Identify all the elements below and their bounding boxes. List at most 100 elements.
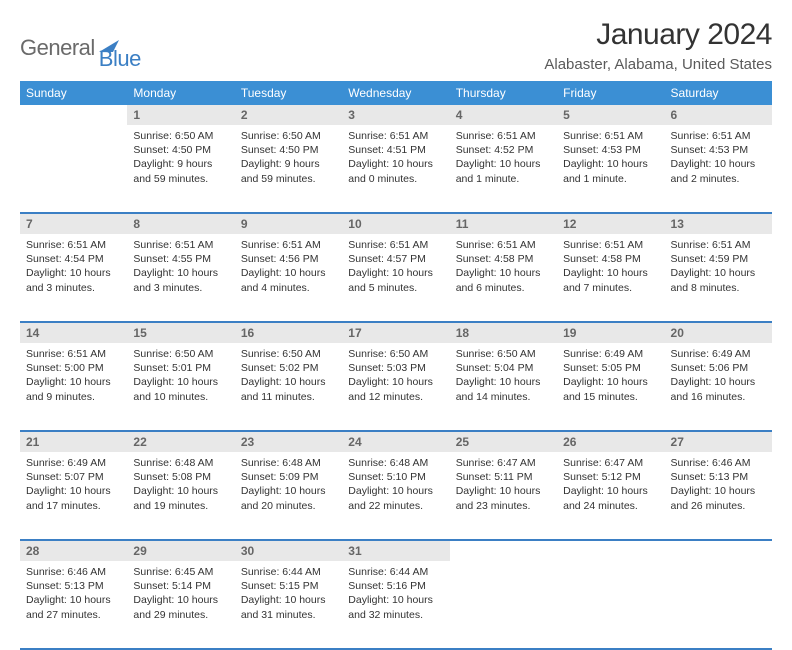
day-content-cell: Sunrise: 6:51 AMSunset: 4:53 PMDaylight:… xyxy=(557,125,664,213)
sunrise-line: Sunrise: 6:49 AM xyxy=(563,347,658,361)
sunrise-line: Sunrise: 6:45 AM xyxy=(133,565,228,579)
daylight-line: Daylight: 10 hours and 22 minutes. xyxy=(348,484,443,512)
day-details: Sunrise: 6:50 AMSunset: 5:04 PMDaylight:… xyxy=(450,343,557,410)
weekday-header: Saturday xyxy=(665,81,772,105)
sunset-line: Sunset: 5:15 PM xyxy=(241,579,336,593)
sunrise-line: Sunrise: 6:51 AM xyxy=(26,238,121,252)
sunset-line: Sunset: 4:58 PM xyxy=(456,252,551,266)
sunrise-line: Sunrise: 6:51 AM xyxy=(456,238,551,252)
daylight-line: Daylight: 10 hours and 29 minutes. xyxy=(133,593,228,621)
daylight-line: Daylight: 10 hours and 1 minute. xyxy=(456,157,551,185)
daylight-line: Daylight: 10 hours and 19 minutes. xyxy=(133,484,228,512)
logo: General Blue xyxy=(20,24,141,72)
sunset-line: Sunset: 4:50 PM xyxy=(241,143,336,157)
sunset-line: Sunset: 5:07 PM xyxy=(26,470,121,484)
sunrise-line: Sunrise: 6:49 AM xyxy=(26,456,121,470)
day-number-cell: 15 xyxy=(127,322,234,343)
sunrise-line: Sunrise: 6:48 AM xyxy=(133,456,228,470)
daylight-line: Daylight: 10 hours and 8 minutes. xyxy=(671,266,766,294)
day-content-cell: Sunrise: 6:46 AMSunset: 5:13 PMDaylight:… xyxy=(20,561,127,649)
daylight-line: Daylight: 10 hours and 14 minutes. xyxy=(456,375,551,403)
sunset-line: Sunset: 5:08 PM xyxy=(133,470,228,484)
sunrise-line: Sunrise: 6:50 AM xyxy=(456,347,551,361)
daynum-row: 78910111213 xyxy=(20,213,772,234)
daynum-row: 14151617181920 xyxy=(20,322,772,343)
content-row: Sunrise: 6:50 AMSunset: 4:50 PMDaylight:… xyxy=(20,125,772,213)
day-content-cell: Sunrise: 6:44 AMSunset: 5:16 PMDaylight:… xyxy=(342,561,449,649)
sunrise-line: Sunrise: 6:46 AM xyxy=(671,456,766,470)
day-details: Sunrise: 6:50 AMSunset: 5:02 PMDaylight:… xyxy=(235,343,342,410)
day-number-cell: 30 xyxy=(235,540,342,561)
day-number-cell: 27 xyxy=(665,431,772,452)
sunrise-line: Sunrise: 6:51 AM xyxy=(671,238,766,252)
day-details: Sunrise: 6:51 AMSunset: 4:55 PMDaylight:… xyxy=(127,234,234,301)
day-details: Sunrise: 6:49 AMSunset: 5:07 PMDaylight:… xyxy=(20,452,127,519)
header: General Blue January 2024 Alabaster, Ala… xyxy=(20,18,772,73)
day-content-cell xyxy=(557,561,664,649)
content-row: Sunrise: 6:51 AMSunset: 4:54 PMDaylight:… xyxy=(20,234,772,322)
day-details: Sunrise: 6:50 AMSunset: 5:03 PMDaylight:… xyxy=(342,343,449,410)
day-number-cell: 26 xyxy=(557,431,664,452)
sunrise-line: Sunrise: 6:47 AM xyxy=(456,456,551,470)
day-details: Sunrise: 6:48 AMSunset: 5:10 PMDaylight:… xyxy=(342,452,449,519)
sunrise-line: Sunrise: 6:47 AM xyxy=(563,456,658,470)
day-details: Sunrise: 6:49 AMSunset: 5:05 PMDaylight:… xyxy=(557,343,664,410)
sunrise-line: Sunrise: 6:49 AM xyxy=(671,347,766,361)
day-content-cell: Sunrise: 6:51 AMSunset: 5:00 PMDaylight:… xyxy=(20,343,127,431)
sunrise-line: Sunrise: 6:51 AM xyxy=(133,238,228,252)
day-content-cell: Sunrise: 6:51 AMSunset: 4:52 PMDaylight:… xyxy=(450,125,557,213)
day-number-cell: 14 xyxy=(20,322,127,343)
day-number-cell: 1 xyxy=(127,105,234,125)
day-details: Sunrise: 6:51 AMSunset: 4:58 PMDaylight:… xyxy=(450,234,557,301)
daylight-line: Daylight: 10 hours and 4 minutes. xyxy=(241,266,336,294)
sunset-line: Sunset: 4:50 PM xyxy=(133,143,228,157)
daylight-line: Daylight: 10 hours and 5 minutes. xyxy=(348,266,443,294)
sunrise-line: Sunrise: 6:44 AM xyxy=(241,565,336,579)
day-content-cell: Sunrise: 6:50 AMSunset: 5:02 PMDaylight:… xyxy=(235,343,342,431)
day-number-cell: 2 xyxy=(235,105,342,125)
day-details: Sunrise: 6:46 AMSunset: 5:13 PMDaylight:… xyxy=(20,561,127,628)
day-number-cell: 3 xyxy=(342,105,449,125)
day-content-cell: Sunrise: 6:51 AMSunset: 4:54 PMDaylight:… xyxy=(20,234,127,322)
day-content-cell: Sunrise: 6:48 AMSunset: 5:08 PMDaylight:… xyxy=(127,452,234,540)
day-number-cell: 8 xyxy=(127,213,234,234)
daylight-line: Daylight: 10 hours and 27 minutes. xyxy=(26,593,121,621)
sunset-line: Sunset: 5:00 PM xyxy=(26,361,121,375)
sunset-line: Sunset: 5:14 PM xyxy=(133,579,228,593)
sunset-line: Sunset: 5:13 PM xyxy=(26,579,121,593)
day-content-cell: Sunrise: 6:50 AMSunset: 5:03 PMDaylight:… xyxy=(342,343,449,431)
day-number-cell: 29 xyxy=(127,540,234,561)
sunrise-line: Sunrise: 6:50 AM xyxy=(133,129,228,143)
day-details: Sunrise: 6:51 AMSunset: 4:58 PMDaylight:… xyxy=(557,234,664,301)
day-content-cell: Sunrise: 6:48 AMSunset: 5:10 PMDaylight:… xyxy=(342,452,449,540)
sunset-line: Sunset: 5:04 PM xyxy=(456,361,551,375)
calendar-table: Sunday Monday Tuesday Wednesday Thursday… xyxy=(20,81,772,650)
day-details: Sunrise: 6:51 AMSunset: 4:53 PMDaylight:… xyxy=(665,125,772,192)
day-details: Sunrise: 6:46 AMSunset: 5:13 PMDaylight:… xyxy=(665,452,772,519)
sunset-line: Sunset: 5:10 PM xyxy=(348,470,443,484)
daylight-line: Daylight: 10 hours and 10 minutes. xyxy=(133,375,228,403)
day-details: Sunrise: 6:50 AMSunset: 5:01 PMDaylight:… xyxy=(127,343,234,410)
day-details: Sunrise: 6:44 AMSunset: 5:16 PMDaylight:… xyxy=(342,561,449,628)
day-content-cell: Sunrise: 6:47 AMSunset: 5:11 PMDaylight:… xyxy=(450,452,557,540)
day-content-cell: Sunrise: 6:51 AMSunset: 4:58 PMDaylight:… xyxy=(450,234,557,322)
sunrise-line: Sunrise: 6:51 AM xyxy=(563,129,658,143)
sunrise-line: Sunrise: 6:51 AM xyxy=(26,347,121,361)
daylight-line: Daylight: 9 hours and 59 minutes. xyxy=(241,157,336,185)
title-block: January 2024 Alabaster, Alabama, United … xyxy=(544,18,772,73)
sunrise-line: Sunrise: 6:50 AM xyxy=(348,347,443,361)
sunset-line: Sunset: 4:53 PM xyxy=(671,143,766,157)
weekday-header: Monday xyxy=(127,81,234,105)
weekday-header: Sunday xyxy=(20,81,127,105)
sunrise-line: Sunrise: 6:46 AM xyxy=(26,565,121,579)
day-number-cell: 4 xyxy=(450,105,557,125)
daylight-line: Daylight: 10 hours and 3 minutes. xyxy=(26,266,121,294)
daylight-line: Daylight: 10 hours and 16 minutes. xyxy=(671,375,766,403)
day-content-cell: Sunrise: 6:51 AMSunset: 4:51 PMDaylight:… xyxy=(342,125,449,213)
day-number-cell: 17 xyxy=(342,322,449,343)
daylight-line: Daylight: 9 hours and 59 minutes. xyxy=(133,157,228,185)
daylight-line: Daylight: 10 hours and 23 minutes. xyxy=(456,484,551,512)
day-number-cell: 23 xyxy=(235,431,342,452)
sunset-line: Sunset: 4:52 PM xyxy=(456,143,551,157)
sunset-line: Sunset: 5:12 PM xyxy=(563,470,658,484)
